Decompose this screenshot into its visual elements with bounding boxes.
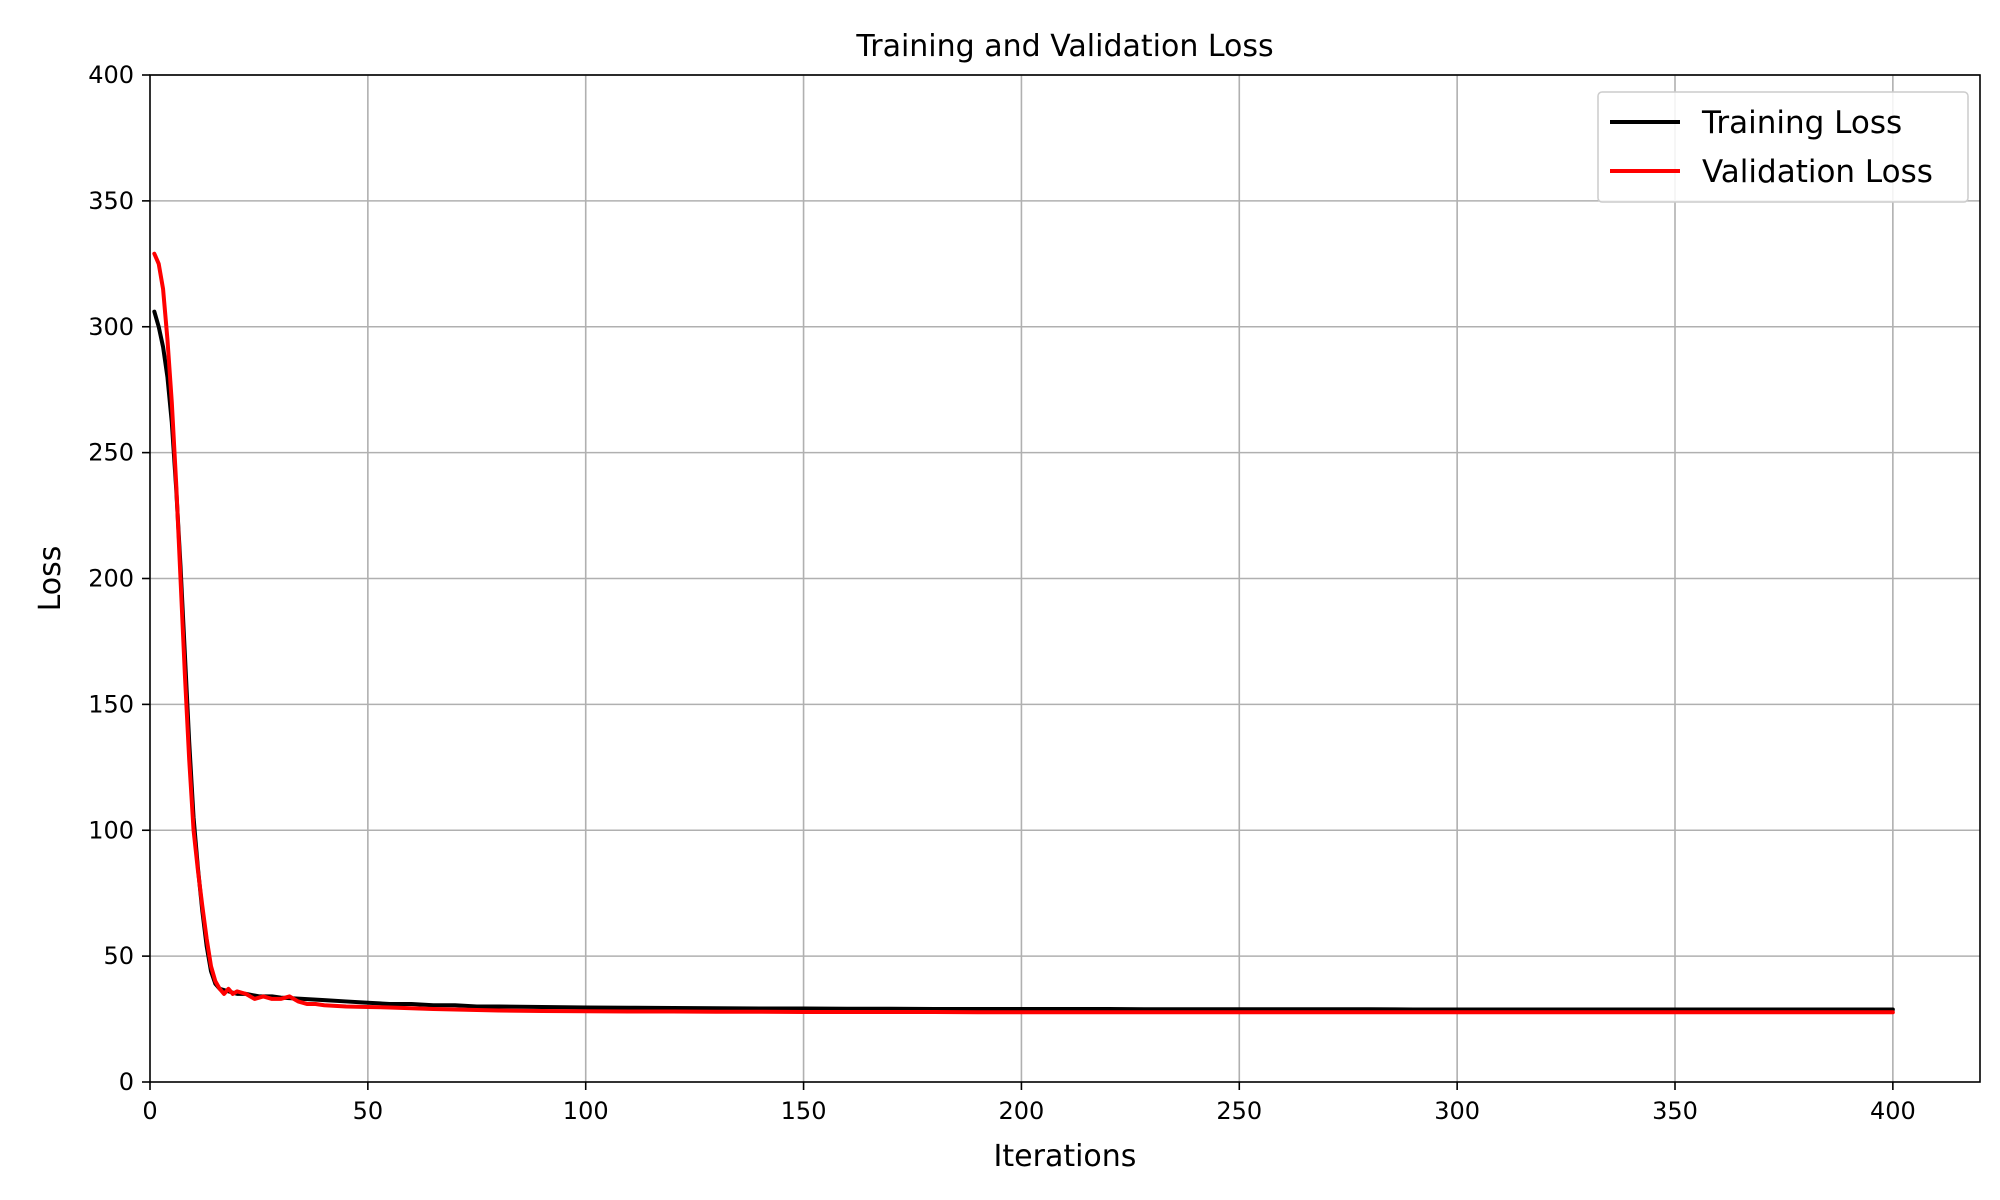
legend-label-training: Training Loss (1701, 105, 1902, 141)
x-tick-label: 300 (1434, 1097, 1480, 1125)
x-tick-label: 150 (781, 1097, 827, 1125)
training-loss-line (152, 309, 1895, 1012)
x-tick-label: 250 (1216, 1097, 1262, 1125)
chart-title: Training and Validation Loss (855, 29, 1273, 64)
y-tick-label: 50 (103, 942, 134, 970)
axis-ticks: 0 50 100 150 200 250 300 350 400 0 50 100 150 200 250 3… (88, 61, 1916, 1125)
x-tick-label: 50 (353, 1097, 384, 1125)
x-tick-label: 350 (1652, 1097, 1698, 1125)
x-tick-label: 100 (563, 1097, 609, 1125)
legend-label-validation: Validation Loss (1702, 154, 1933, 190)
legend-box (1597, 91, 1969, 203)
y-tick-label: 250 (88, 439, 134, 467)
x-tick-label: 400 (1870, 1097, 1916, 1125)
x-tick-label: 200 (999, 1097, 1045, 1125)
y-axis-title: Loss (33, 546, 68, 612)
legend: Training Loss Validation Loss (1597, 91, 1969, 203)
y-tick-label: 200 (88, 565, 134, 593)
grid (150, 74, 1980, 1082)
y-tick-label: 400 (88, 61, 134, 89)
validation-loss-line (152, 251, 1895, 1015)
y-tick-label: 100 (88, 816, 134, 844)
series-layer (152, 251, 1895, 1015)
x-tick-label: 0 (142, 1097, 157, 1125)
x-axis-title: Iterations (994, 1139, 1137, 1174)
y-tick-label: 300 (88, 313, 134, 341)
y-tick-label: 150 (88, 690, 134, 718)
y-tick-label: 0 (119, 1068, 134, 1096)
y-tick-label: 350 (88, 187, 134, 215)
